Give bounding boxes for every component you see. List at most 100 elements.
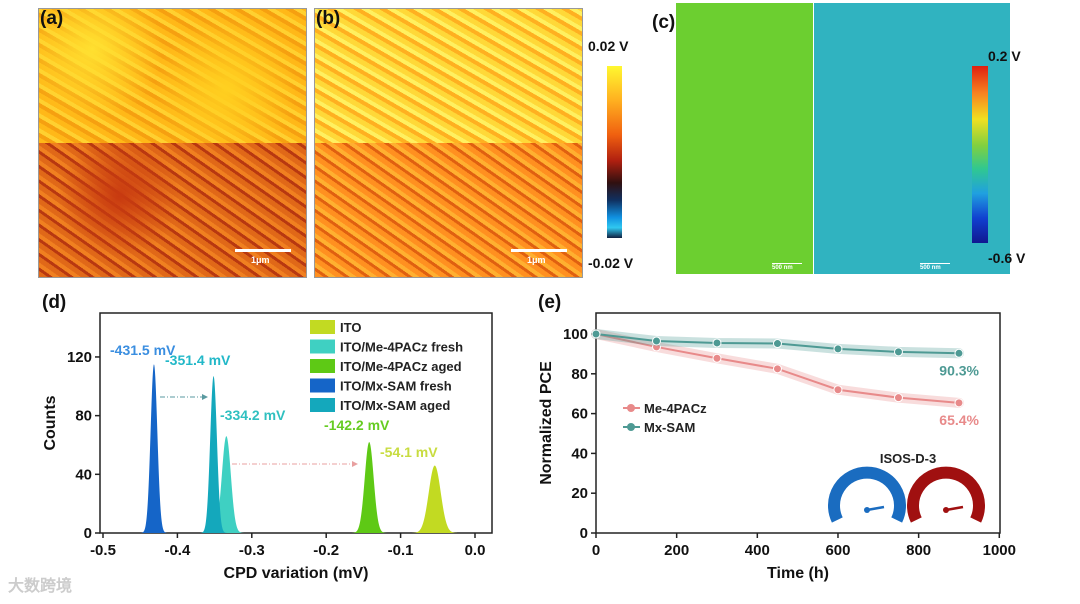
colorbar2-min: -0.6 V xyxy=(988,250,1026,266)
scale-bar xyxy=(511,249,567,252)
colorbar-2 xyxy=(972,66,988,243)
gauge-red-icon xyxy=(907,466,985,523)
data-point xyxy=(772,339,782,349)
gauge-hub xyxy=(864,507,870,513)
colorbar1-min: -0.02 V xyxy=(588,255,634,271)
data-point xyxy=(833,344,843,354)
legend-swatch xyxy=(310,320,335,334)
y-tick-label: 40 xyxy=(75,466,92,483)
data-point xyxy=(833,385,843,395)
gauge-face xyxy=(843,482,891,530)
colorbar-1 xyxy=(607,66,622,238)
legend-label: ITO/Mx-SAM fresh xyxy=(340,379,452,394)
y-axis-title: Counts xyxy=(42,395,59,450)
peak-label: -431.5 mV xyxy=(110,342,176,358)
shift-arrowhead xyxy=(352,461,358,467)
scale-label: 500 nm xyxy=(772,265,793,271)
end-label: 65.4% xyxy=(939,412,979,428)
x-axis-title: Time (h) xyxy=(767,565,829,582)
x-tick-label: -0.3 xyxy=(239,542,265,559)
legend-marker xyxy=(627,404,635,412)
histogram-ito-me-4pacz-aged xyxy=(351,442,388,533)
peak-label: -334.2 mV xyxy=(220,407,286,423)
data-point xyxy=(591,329,601,339)
y-tick-label: 80 xyxy=(75,408,92,425)
peak-label: -54.1 mV xyxy=(380,444,438,460)
panel-label-d: (d) xyxy=(42,292,67,313)
y-tick-label: 0 xyxy=(84,525,92,542)
legend-swatch xyxy=(310,339,335,354)
panel-label-a: (a) xyxy=(40,8,64,29)
kpfm-image-a: 1μm xyxy=(38,8,307,278)
histogram-ito-mx-sam-fresh xyxy=(140,364,168,533)
scale-bar xyxy=(235,249,291,252)
peak-label: -142.2 mV xyxy=(324,417,390,433)
y-tick-label: 120 xyxy=(67,349,92,366)
histogram-ito xyxy=(410,465,459,533)
legend-label: Me-4PACz xyxy=(644,401,707,416)
kpfm-image-c-left: 500 nm xyxy=(676,3,813,274)
x-tick-label: 0.0 xyxy=(465,542,486,559)
x-axis-title: CPD variation (mV) xyxy=(224,565,369,582)
x-tick-label: 600 xyxy=(825,542,850,559)
y-tick-label: 80 xyxy=(571,366,588,383)
gauge-blue-icon xyxy=(828,466,906,523)
y-tick-label: 20 xyxy=(571,485,588,502)
data-point xyxy=(893,347,903,357)
y-tick-label: 60 xyxy=(571,406,588,423)
x-tick-label: 800 xyxy=(906,542,931,559)
chart-e: 0 200 400 600 800 1000 0 20 40 60 80 100 Time (h) Nor… xyxy=(538,312,1016,582)
data-point xyxy=(712,353,722,363)
x-tick-label: 0 xyxy=(592,542,600,559)
histogram-ito-mx-sam-aged xyxy=(200,376,227,533)
y-tick-label: 40 xyxy=(571,445,588,462)
gauge-hub xyxy=(943,507,949,513)
data-point xyxy=(954,348,964,358)
y-tick-label: 0 xyxy=(580,525,588,542)
panel-label-b: (b) xyxy=(316,8,341,29)
data-point xyxy=(893,393,903,403)
plot-frame xyxy=(595,312,1001,534)
data-point xyxy=(954,398,964,408)
legend-label: ITO xyxy=(340,320,361,335)
panel-label-c: (c) xyxy=(652,12,676,33)
data-point xyxy=(651,336,661,346)
legend-label: ITO/Me-4PACz aged xyxy=(340,359,462,374)
legend-label: ITO/Mx-SAM aged xyxy=(340,398,450,413)
x-tick-label: -0.5 xyxy=(90,542,116,559)
x-tick-label: -0.2 xyxy=(313,542,339,559)
legend-swatch xyxy=(310,398,335,412)
colorbar1-max: 0.02 V xyxy=(588,38,629,54)
y-tick-label: 100 xyxy=(563,326,588,343)
histogram-ito-me-4pacz-fresh xyxy=(208,436,245,533)
legend-swatch xyxy=(310,378,335,393)
shift-arrowhead xyxy=(202,394,208,400)
colorbar2-max: 0.2 V xyxy=(988,48,1021,64)
legend-label: Mx-SAM xyxy=(644,420,695,435)
scale-label: 1μm xyxy=(527,255,546,265)
x-tick-label: -0.1 xyxy=(388,542,414,559)
gauge-face xyxy=(922,482,970,530)
x-tick-label: 400 xyxy=(745,542,770,559)
scale-label: 1μm xyxy=(251,255,270,265)
scale-bar xyxy=(920,263,950,264)
annotation: ISOS-D-3 xyxy=(880,451,936,466)
legend-marker xyxy=(627,423,635,431)
x-tick-label: 200 xyxy=(664,542,689,559)
x-tick-label: 1000 xyxy=(983,542,1016,559)
chart-d: -0.5 -0.4 -0.3 -0.2 -0.1 0.0 0 40 80 120 CPD varia… xyxy=(42,312,493,582)
kpfm-image-b: 1μm xyxy=(314,8,583,278)
legend-swatch xyxy=(310,359,335,373)
x-tick-label: -0.4 xyxy=(164,542,191,559)
end-label: 90.3% xyxy=(939,362,979,378)
plot-frame xyxy=(99,312,493,534)
y-axis-title: Normalized PCE xyxy=(538,361,555,485)
data-point xyxy=(772,364,782,374)
legend-label: ITO/Me-4PACz fresh xyxy=(340,340,463,355)
panel-label-e: (e) xyxy=(538,292,562,313)
scale-bar xyxy=(772,263,802,264)
scale-label: 500 nm xyxy=(920,265,941,271)
peak-label: -351.4 mV xyxy=(165,352,231,368)
data-point xyxy=(712,338,722,348)
watermark: 大数跨境 xyxy=(8,578,73,595)
